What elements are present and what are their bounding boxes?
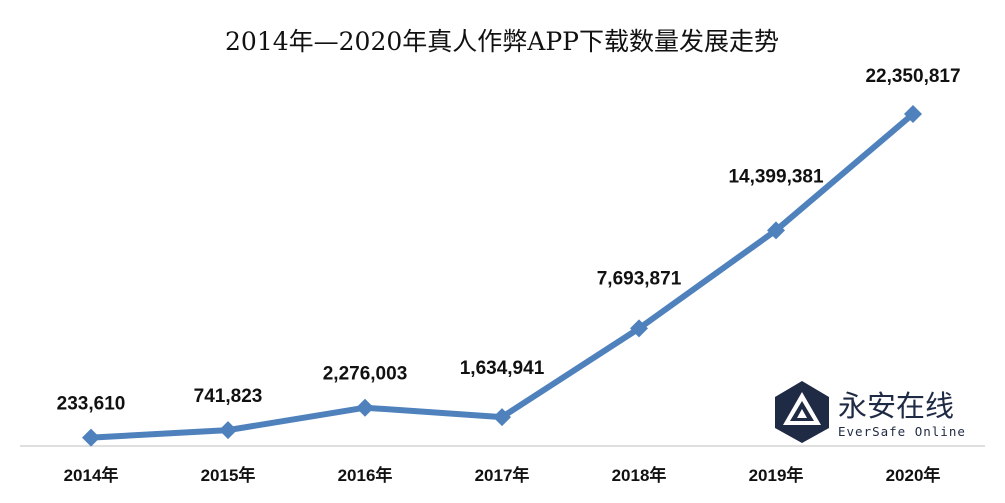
data-label-layer: 233,610 741,823 2,276,003 1,634,941 7,693,87… (57, 66, 961, 415)
marker-layer (82, 105, 922, 447)
x-tick-label: 2018年 (612, 465, 667, 485)
logo-name-cn: 永安在线 (838, 389, 954, 423)
data-point-marker (630, 319, 648, 338)
x-tick-label: 2017年 (475, 465, 530, 485)
data-point-marker (904, 105, 922, 123)
logo-name-en: EverSafe Online (838, 424, 966, 439)
data-label: 233,610 (57, 394, 126, 415)
eversafe-triangle-logo-icon (775, 381, 829, 443)
x-tick-label: 2020年 (886, 465, 941, 485)
data-label: 2,276,003 (323, 364, 408, 385)
data-point-marker (82, 428, 100, 447)
x-tick-label: 2019年 (749, 465, 804, 485)
data-point-marker (356, 398, 374, 417)
data-label: 1,634,941 (460, 358, 545, 379)
data-label: 741,823 (194, 386, 263, 407)
eversafe-logo: 永安在线 EverSafe Online (775, 381, 966, 443)
data-label: 22,350,817 (865, 66, 960, 87)
x-tick-label: 2016年 (338, 465, 393, 485)
x-tick-layer: 2014年 2015年 2016年 2017年 2018年 2019年 2020年 (64, 465, 941, 485)
x-tick-label: 2015年 (201, 465, 256, 485)
data-point-marker (219, 421, 237, 440)
data-label: 7,693,871 (597, 268, 682, 289)
chart-title: 2014年—2020年真人作弊APP下载数量发展走势 (225, 27, 779, 56)
data-point-marker (493, 408, 511, 427)
data-point-marker (767, 221, 785, 240)
x-tick-label: 2014年 (64, 465, 119, 485)
data-label: 14,399,381 (728, 166, 824, 187)
